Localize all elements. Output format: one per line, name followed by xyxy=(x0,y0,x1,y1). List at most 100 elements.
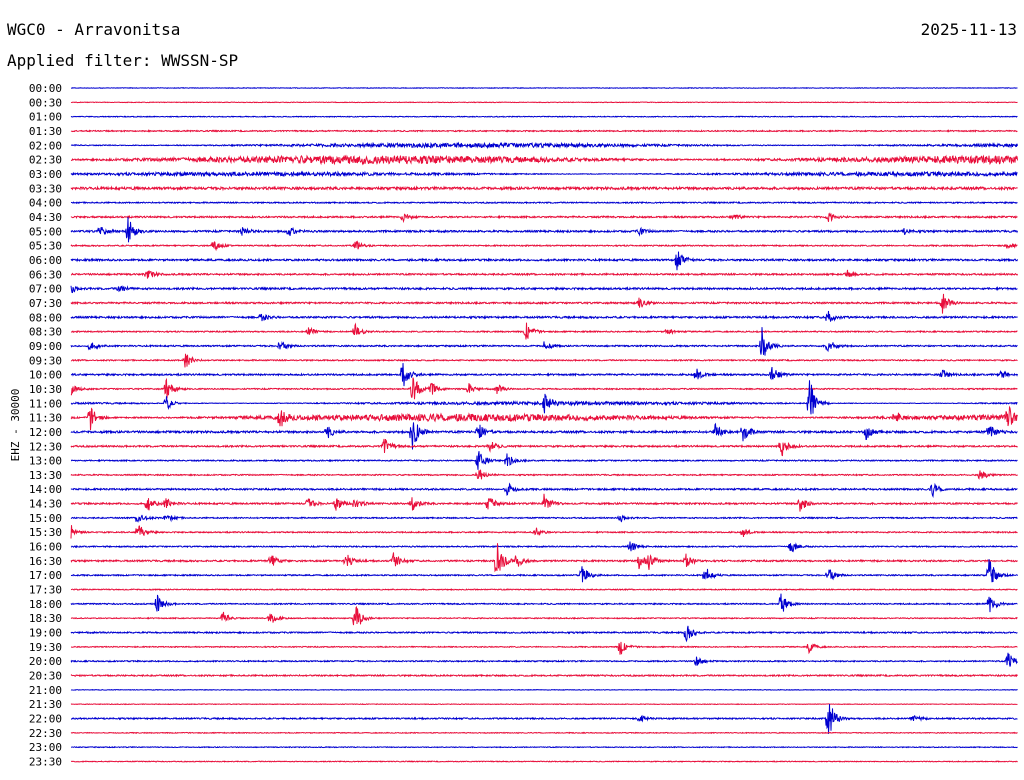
trace-line xyxy=(70,652,1018,667)
time-label: 15:30 xyxy=(29,526,62,539)
time-label: 23:00 xyxy=(29,741,62,754)
channel-axis-label: EHZ - 30000 xyxy=(9,389,22,462)
time-label: 09:00 xyxy=(29,340,62,353)
trace-line xyxy=(70,377,1018,400)
time-label: 17:00 xyxy=(29,569,62,582)
trace-line xyxy=(70,327,1018,356)
time-label: 19:30 xyxy=(29,641,62,654)
time-label: 07:30 xyxy=(29,297,62,310)
trace-line xyxy=(70,185,1018,192)
trace-line xyxy=(70,559,1018,583)
time-label: 02:00 xyxy=(29,139,62,152)
trace-line xyxy=(70,170,1018,178)
trace-line xyxy=(70,240,1018,252)
trace-line xyxy=(70,285,1018,294)
trace-line xyxy=(70,493,1018,512)
trace-line xyxy=(70,363,1018,387)
trace-line xyxy=(70,704,1018,734)
trace-line xyxy=(70,217,1018,243)
time-label: 02:30 xyxy=(29,154,62,167)
time-label: 08:00 xyxy=(29,311,62,324)
time-label: 00:00 xyxy=(29,82,62,95)
time-label: 04:00 xyxy=(29,197,62,210)
trace-layer xyxy=(70,86,1018,763)
time-label: 12:00 xyxy=(29,426,62,439)
time-label: 19:00 xyxy=(29,627,62,640)
time-label: 16:00 xyxy=(29,541,62,554)
time-label: 18:30 xyxy=(29,612,62,625)
trace-line xyxy=(70,641,1018,655)
trace-line xyxy=(70,760,1018,763)
trace-line xyxy=(70,451,1018,470)
trace-line xyxy=(70,251,1018,271)
trace-line xyxy=(70,154,1018,166)
time-label: 05:30 xyxy=(29,240,62,253)
trace-line xyxy=(70,101,1018,104)
time-label: 04:30 xyxy=(29,211,62,224)
time-label: 01:00 xyxy=(29,111,62,124)
station-title: WGC0 - Arravonitsa xyxy=(7,20,181,39)
time-label: 01:30 xyxy=(29,125,62,138)
trace-line xyxy=(70,514,1018,523)
trace-line xyxy=(70,543,1018,573)
trace-line xyxy=(70,129,1018,133)
time-label: 11:30 xyxy=(29,412,62,425)
trace-line xyxy=(70,745,1018,749)
trace-line xyxy=(70,525,1018,539)
time-label: 00:30 xyxy=(29,96,62,109)
trace-line xyxy=(70,310,1018,323)
trace-line xyxy=(70,438,1018,457)
time-label: 09:30 xyxy=(29,354,62,367)
time-label: 22:00 xyxy=(29,713,62,726)
trace-line xyxy=(70,673,1018,678)
trace-line xyxy=(70,588,1018,592)
time-label: 14:00 xyxy=(29,483,62,496)
trace-line xyxy=(70,469,1018,480)
time-label: 20:30 xyxy=(29,670,62,683)
time-label: 10:30 xyxy=(29,383,62,396)
trace-line xyxy=(70,293,1018,314)
trace-line xyxy=(70,353,1018,368)
time-label: 23:30 xyxy=(29,756,62,769)
time-label: 07:00 xyxy=(29,283,62,296)
applied-filter-label: Applied filter: WWSSN-SP xyxy=(7,51,239,70)
trace-line xyxy=(70,115,1018,118)
trace-line xyxy=(70,593,1018,613)
time-label: 06:30 xyxy=(29,268,62,281)
time-label: 18:00 xyxy=(29,598,62,611)
time-label: 03:00 xyxy=(29,168,62,181)
time-label: 21:30 xyxy=(29,698,62,711)
trace-line xyxy=(70,269,1018,279)
time-label: 17:30 xyxy=(29,584,62,597)
time-label: 05:00 xyxy=(29,225,62,238)
time-label: 10:00 xyxy=(29,369,62,382)
trace-line xyxy=(70,322,1018,340)
trace-line xyxy=(70,86,1018,90)
trace-line xyxy=(70,422,1018,450)
trace-line xyxy=(70,212,1018,224)
time-label: 03:30 xyxy=(29,182,62,195)
trace-line xyxy=(70,688,1018,691)
time-label: 14:30 xyxy=(29,498,62,511)
trace-line xyxy=(70,625,1018,643)
trace-line xyxy=(70,703,1018,706)
record-date: 2025-11-13 xyxy=(920,20,1017,39)
time-label: 15:00 xyxy=(29,512,62,525)
trace-line xyxy=(70,731,1018,735)
time-label: 13:00 xyxy=(29,455,62,468)
time-label: 16:30 xyxy=(29,555,62,568)
trace-line xyxy=(70,541,1018,553)
trace-line xyxy=(70,482,1018,498)
time-label: 22:30 xyxy=(29,727,62,740)
trace-line xyxy=(70,405,1018,431)
time-label: 08:30 xyxy=(29,326,62,339)
trace-line xyxy=(70,200,1018,205)
time-label: 13:30 xyxy=(29,469,62,482)
time-label: 21:00 xyxy=(29,684,62,697)
trace-line xyxy=(70,380,1018,415)
time-label: 12:30 xyxy=(29,440,62,453)
trace-line xyxy=(70,605,1018,626)
time-label: 11:00 xyxy=(29,397,62,410)
